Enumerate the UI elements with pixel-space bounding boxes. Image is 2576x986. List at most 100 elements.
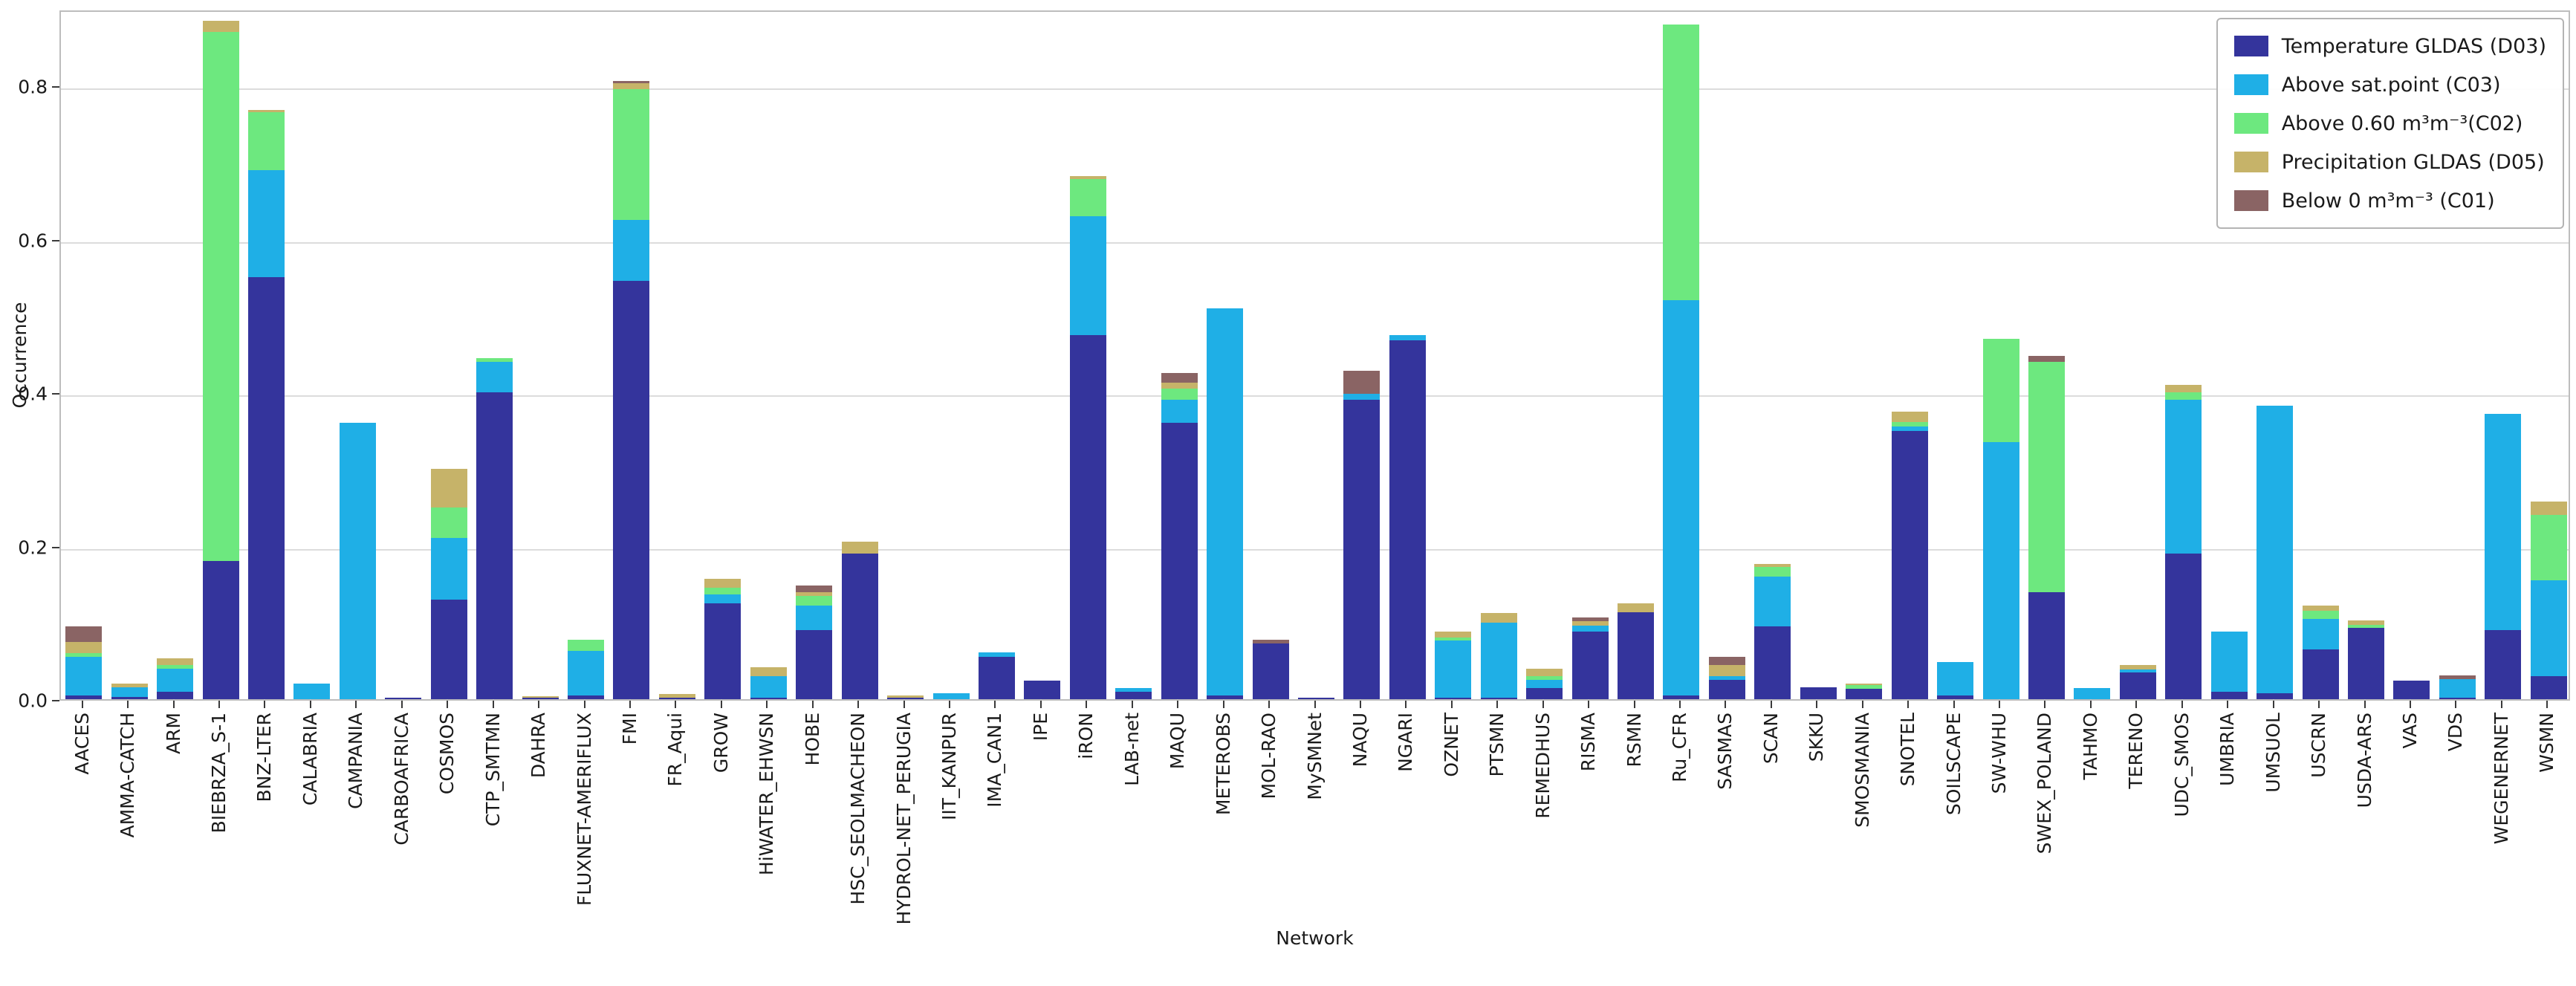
bar-segment	[978, 657, 1015, 699]
bar-segment	[1663, 695, 1700, 699]
bar-segment	[1891, 411, 1928, 423]
xtick-mark	[2455, 701, 2457, 708]
bar-segment	[2302, 606, 2339, 612]
xtick-label: HYDROL-NET_PERUGIA	[892, 713, 915, 925]
xtick-mark	[492, 701, 494, 708]
bar-segment	[2119, 669, 2156, 672]
bar-segment	[1343, 394, 1381, 400]
bar-segment	[2530, 676, 2567, 699]
bar-segment	[65, 657, 103, 695]
bar-segment	[522, 695, 559, 698]
xtick-label: LAB-net	[1120, 713, 1143, 786]
bar-segment	[2165, 553, 2202, 699]
xtick-mark	[994, 701, 996, 708]
bar-segment	[1754, 626, 1791, 699]
bar-segment	[65, 626, 103, 642]
bar-segment	[1298, 697, 1334, 699]
bar-segment	[704, 588, 742, 594]
xtick-mark	[2089, 701, 2092, 708]
xtick-mark	[1496, 701, 1499, 708]
bar	[339, 423, 376, 699]
bar-segment	[1161, 388, 1198, 400]
bar	[1754, 564, 1791, 699]
bar-segment	[2210, 632, 2248, 692]
bar-segment	[247, 169, 285, 278]
xtick-label: FMI	[618, 713, 640, 745]
bar	[1024, 681, 1061, 699]
legend-item: Below 0 m³m⁻³ (C01)	[2233, 186, 2546, 215]
bar	[385, 697, 422, 699]
bar-segment	[430, 599, 467, 699]
xtick-mark	[1907, 701, 1910, 708]
bar	[1069, 176, 1106, 699]
bar-segment	[1663, 24, 1700, 301]
xtick-mark	[903, 701, 905, 708]
bar-segment	[613, 81, 650, 84]
xtick-label: HOBE	[801, 713, 823, 766]
bar-segment	[1435, 640, 1472, 698]
bar-segment	[1435, 638, 1472, 640]
xtick-label: SASMAS	[1714, 713, 1736, 790]
bar-segment	[1115, 687, 1152, 692]
xtick-label: AACES	[71, 713, 93, 775]
xtick-mark	[2135, 701, 2138, 708]
bar	[2439, 675, 2476, 699]
xtick-label: CTP_SMTMN	[481, 713, 504, 827]
bar	[1480, 613, 1517, 699]
bar-segment	[841, 542, 878, 554]
bar-segment	[568, 650, 605, 695]
xtick-label: FLUXNET-AMERIFLUX	[573, 713, 595, 906]
xtick-label: SKKU	[1806, 713, 1828, 762]
xtick-label: HSC_SEOLMACHEON	[847, 713, 869, 905]
bar-segment	[1435, 632, 1472, 638]
xtick-label: Ru_CFR	[1668, 713, 1690, 782]
gridline	[61, 548, 2569, 551]
bar-segment	[430, 469, 467, 507]
xtick-label: FR_Aqui	[664, 713, 687, 787]
xtick-mark	[811, 701, 814, 708]
ytick-label: 0.2	[18, 536, 48, 559]
bar-segment	[157, 691, 194, 699]
xtick-mark	[172, 701, 175, 708]
bar-segment	[2439, 697, 2476, 699]
xtick-mark	[2044, 701, 2046, 708]
bar	[750, 666, 787, 699]
xtick-mark	[1405, 701, 1407, 708]
xtick-mark	[2409, 701, 2411, 708]
bar	[1708, 657, 1745, 699]
legend-label: Below 0 m³m⁻³ (C01)	[2281, 189, 2495, 213]
bar-segment	[1069, 176, 1106, 180]
bar-segment	[65, 641, 103, 654]
bar	[476, 357, 513, 699]
xtick-mark	[1542, 701, 1544, 708]
bar-segment	[2348, 628, 2385, 699]
bar-segment	[2485, 630, 2522, 699]
bar-segment	[1343, 371, 1381, 395]
xtick-mark	[1861, 701, 1863, 708]
xtick-label: CARBOAFRICA	[390, 713, 412, 846]
legend-label: Above 0.60 m³m⁻³(C02)	[2281, 111, 2523, 135]
xtick-label: DAHRA	[528, 713, 550, 779]
bar-segment	[704, 578, 742, 588]
bar-segment	[2028, 361, 2065, 592]
bar-segment	[522, 697, 559, 699]
bar-segment	[1982, 442, 2019, 699]
bar-segment	[1389, 340, 1426, 699]
bar	[704, 578, 742, 699]
xtick-label: HiWATER_EHWSN	[756, 713, 778, 876]
bar-segment	[2393, 681, 2430, 699]
bar	[2074, 687, 2111, 699]
bar	[293, 684, 331, 699]
ytick-mark	[52, 393, 59, 395]
ytick-label: 0.4	[18, 383, 48, 405]
bar-segment	[2165, 392, 2202, 400]
bar-segment	[2119, 664, 2156, 669]
xtick-mark	[949, 701, 950, 708]
bar	[1663, 24, 1700, 699]
legend-swatch	[2233, 113, 2268, 134]
bar-segment	[1207, 695, 1244, 699]
bar-segment	[2257, 405, 2294, 693]
bar-segment	[1526, 680, 1563, 688]
bar	[2302, 606, 2339, 699]
